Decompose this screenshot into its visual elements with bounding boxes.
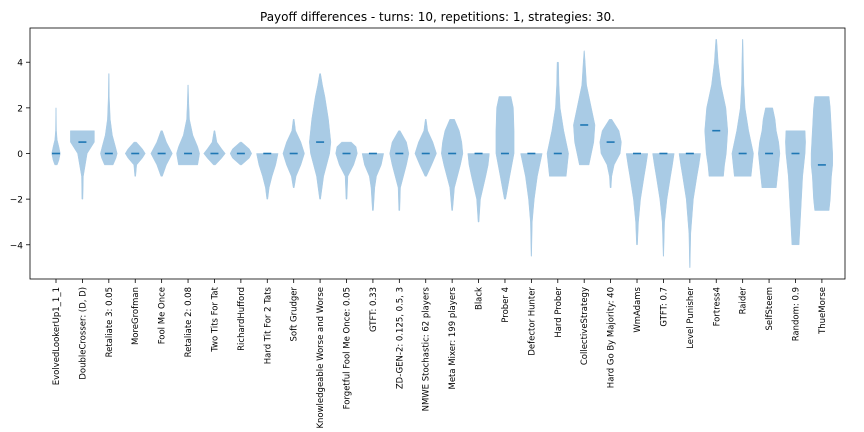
violin-18 [520,153,543,257]
x-tick-label-28: Random: 0.9 [791,287,801,341]
violin-20 [573,50,596,166]
x-tick-label-12: GTFT: 0.33 [369,287,379,332]
violin-27 [758,107,781,188]
violin-2 [100,73,118,166]
violin-17 [495,96,515,200]
y-tick-label-2: 0 [17,150,23,160]
y-axis: −4 −2 0 2 4 [10,59,30,251]
x-tick-label-22: WmAdams [633,286,643,332]
x-tick-label-1: DoubleCrosser: (D, D) [78,287,88,380]
violin-28 [785,130,806,246]
y-tick-label-4: 4 [17,59,23,69]
x-tick-label-25: Fortress4 [712,287,722,326]
violin-26 [731,39,754,177]
violin-16 [467,153,490,223]
violin-25 [704,39,729,177]
violin-5 [176,84,200,166]
violin-24 [678,153,701,268]
x-tick-label-11: Forgetful Fool Me Once: 0.05 [343,287,353,409]
violin-15 [441,119,464,211]
violin-22 [625,153,649,246]
violin-23 [652,153,675,257]
violin-29 [810,96,833,211]
x-tick-label-7: RichardHufford [237,287,247,351]
y-tick-label-0: −4 [10,241,24,251]
x-tick-label-14: NMWE Stochastic: 62 players [422,286,432,411]
x-tick-label-23: GTFT: 0.7 [659,287,669,327]
violin-12 [361,153,384,211]
violin-8 [256,153,279,200]
x-tick-label-9: Soft Grudger [290,287,300,342]
x-tick-label-24: Level Punisher [686,287,696,349]
x-tick-label-10: Knowledgeable Worse and Worse [316,287,326,429]
x-tick-label-17: Prober 4 [501,287,511,323]
violin-0 [51,107,61,166]
chart-title: Payoff differences - turns: 10, repetiti… [260,10,615,24]
x-tick-label-16: Black [475,287,485,310]
violin-11 [335,141,358,200]
x-tick-label-6: Two Tits For Tat [210,286,220,352]
x-axis: EvolvedLookerUp1_1_1 DoubleCrosser: (D, D… [52,279,828,429]
x-tick-label-15: Meta Mixer: 199 players [448,286,458,389]
violins-layer [51,39,833,268]
x-tick-label-26: Raider [739,287,749,315]
violin-3 [124,141,146,177]
violin-10 [309,73,332,200]
x-tick-label-3: MoreGrofman [131,287,141,345]
y-tick-label-3: 2 [17,104,23,114]
x-tick-label-21: Hard Go By Majority: 40 [607,287,617,388]
x-tick-label-0: EvolvedLookerUp1_1_1 [52,287,62,385]
x-tick-label-2: Retaliate 3: 0.05 [105,287,115,357]
violin-6 [203,130,226,166]
x-tick-label-27: SelfSteem [765,287,775,330]
violin-1 [70,130,95,200]
x-tick-label-29: ThueMorse [818,287,828,335]
violin-13 [389,130,410,211]
x-tick-label-18: Defector Hunter [527,286,537,355]
violin-21 [599,119,622,188]
x-tick-label-20: CollectiveStrategy [580,287,590,365]
violin-14 [414,119,437,177]
x-tick-label-5: Retaliate 2: 0.08 [184,287,194,357]
x-tick-label-13: ZD-GEN-2: 0.125, 0.5, 3 [395,287,405,389]
violin-19 [546,61,569,177]
x-tick-label-4: Fool Me Once [158,287,168,344]
x-tick-label-19: Hard Prober [554,287,564,338]
medians-layer [52,124,826,166]
x-tick-label-8: Hard Tit For 2 Tats [263,286,273,364]
y-tick-label-1: −2 [10,196,23,206]
